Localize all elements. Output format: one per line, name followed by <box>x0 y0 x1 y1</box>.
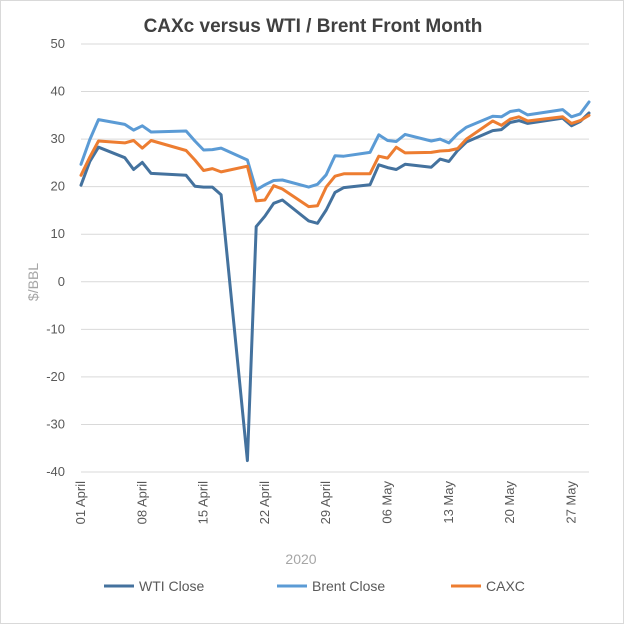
x-tick-label: 22 April <box>257 481 272 524</box>
x-tick-label: 08 April <box>134 481 149 524</box>
y-tick-label: 30 <box>51 131 65 146</box>
chart-title: CAXc versus WTI / Brent Front Month <box>144 16 483 37</box>
grid-layer <box>81 43 589 473</box>
legend-label: WTI Close <box>139 578 205 594</box>
y-tick-label: -30 <box>46 416 65 431</box>
y-tick-label: -10 <box>46 321 65 336</box>
x-tick-label: 15 April <box>196 481 211 524</box>
y-tick-label: 50 <box>51 36 65 51</box>
x-axis-title: 2020 <box>285 551 316 567</box>
x-tick-label: 13 May <box>441 481 456 524</box>
y-tick-label: 10 <box>51 226 65 241</box>
legend-label: Brent Close <box>312 578 385 594</box>
y-tick-label: -40 <box>46 464 65 479</box>
y-axis-ticks: -40 -30 -20 -10 0 10 20 30 40 50 <box>46 36 65 479</box>
x-tick-label: 01 April <box>73 481 88 524</box>
series-line-1 <box>79 111 591 463</box>
series-layer <box>79 100 591 463</box>
y-axis-title: $/BBL <box>25 263 41 301</box>
y-tick-label: 0 <box>58 274 65 289</box>
x-tick-label: 06 May <box>380 481 395 524</box>
series-line-3 <box>79 113 591 209</box>
legend: WTI Close Brent Close CAXC <box>104 578 525 594</box>
y-tick-label: -20 <box>46 369 65 384</box>
x-tick-label: 29 April <box>318 481 333 524</box>
x-tick-label: 27 May <box>564 481 579 524</box>
x-axis-ticks: 01 April 08 April 15 April 22 April 29 April… <box>73 481 579 525</box>
series-line-2 <box>79 100 591 192</box>
y-tick-label: 20 <box>51 179 65 194</box>
x-tick-label: 20 May <box>502 481 517 524</box>
y-tick-label: 40 <box>51 84 65 99</box>
legend-label: CAXC <box>486 578 525 594</box>
